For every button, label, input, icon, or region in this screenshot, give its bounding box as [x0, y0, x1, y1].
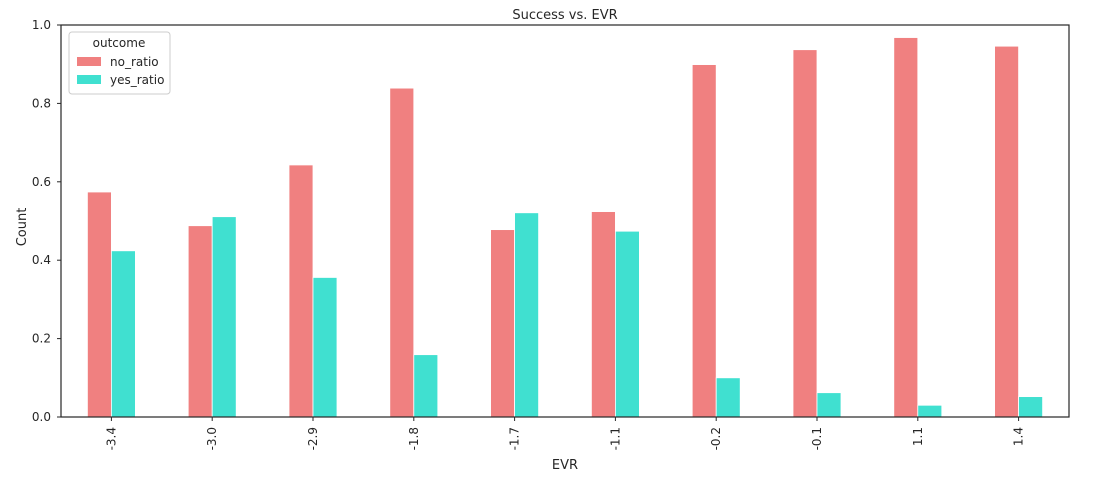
y-tick-label: 1.0 — [32, 18, 51, 32]
x-tick-label: -1.8 — [407, 427, 421, 450]
bar-no_ratio--0.2 — [691, 64, 717, 418]
bar-yes_ratio--1.1 — [615, 230, 640, 418]
plot-frame — [60, 24, 1070, 418]
bar-no_ratio--1.1 — [591, 211, 616, 418]
y-tick-label: 0.4 — [32, 253, 51, 267]
x-tick-label: 1.1 — [911, 427, 925, 446]
x-axis-label: EVR — [552, 458, 578, 473]
bar-yes_ratio-1.1 — [917, 404, 943, 418]
bar-yes_ratio--1.8 — [413, 354, 439, 418]
chart-title: Success vs. EVR — [512, 8, 617, 23]
y-tick-label: 0.2 — [32, 332, 51, 346]
bar-no_ratio-1.1 — [893, 37, 919, 418]
x-tick-label: -0.1 — [810, 427, 824, 450]
y-tick-label: 0.0 — [32, 410, 51, 424]
bar-no_ratio--1.7 — [490, 229, 516, 418]
x-tick-label: -2.9 — [306, 427, 320, 450]
bar-no_ratio--2.9 — [288, 164, 314, 418]
bar-yes_ratio--3.0 — [211, 216, 237, 418]
legend-label-yes_ratio: yes_ratio — [110, 73, 164, 87]
bar-yes_ratio-1.4 — [1018, 396, 1043, 418]
bar-no_ratio--3.0 — [187, 225, 213, 418]
legend: outcome no_ratio yes_ratio — [68, 31, 171, 95]
bar-yes_ratio--0.2 — [715, 377, 741, 418]
legend-label-no_ratio: no_ratio — [110, 55, 159, 69]
bar-yes_ratio--2.9 — [312, 277, 338, 418]
bar-yes_ratio--0.1 — [816, 392, 842, 418]
y-tick-label: 0.6 — [32, 175, 51, 189]
x-tick-label: -1.7 — [508, 427, 522, 450]
bar-no_ratio-1.4 — [994, 45, 1019, 418]
x-tick-label: 1.4 — [1012, 427, 1026, 446]
ticks-layer: 0.0 0.2 0.4 0.6 0.8 1.0 -3.4 -3.0 -2.9 -1.8 -1.7 -1… — [32, 18, 1026, 450]
y-tick-label: 0.8 — [32, 96, 51, 110]
x-tick-label: -3.4 — [104, 427, 118, 450]
bar-no_ratio--1.8 — [389, 87, 415, 418]
bar-yes_ratio--3.4 — [111, 250, 136, 418]
x-tick-label: -3.0 — [205, 427, 219, 450]
bar-yes_ratio--1.7 — [514, 212, 539, 418]
y-axis-label: Count — [15, 208, 30, 247]
legend-swatch-no_ratio — [77, 57, 101, 66]
bars-layer — [87, 37, 1043, 418]
legend-title: outcome — [93, 36, 146, 50]
bar-no_ratio--3.4 — [87, 191, 112, 418]
x-tick-label: -1.1 — [608, 427, 622, 450]
bar-no_ratio--0.1 — [792, 49, 818, 418]
x-tick-label: -0.2 — [709, 427, 723, 450]
legend-swatch-yes_ratio — [77, 75, 101, 84]
